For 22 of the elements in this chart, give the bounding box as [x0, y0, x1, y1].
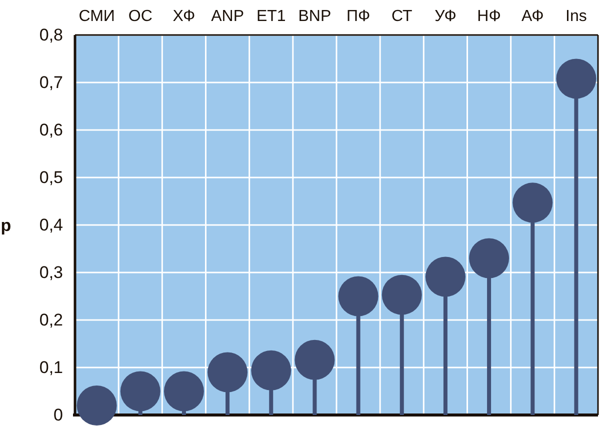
y-tick-label: 0 [54, 405, 63, 424]
y-tick-label: 0,2 [39, 310, 63, 330]
y-tick-label: 0,1 [39, 358, 63, 377]
y-tick-label: 0,7 [39, 72, 63, 92]
x-tick-label: ET1 [256, 8, 286, 25]
x-tick-label: СМИ [78, 8, 115, 25]
x-tick-label: ОС [128, 8, 152, 25]
x-tick-label: ХФ [172, 8, 196, 25]
y-axis-title: p [0, 216, 12, 235]
y-tick-label: 0,6 [39, 120, 63, 140]
x-tick-label: Ins [566, 8, 587, 25]
y-tick-label: 0,3 [39, 262, 63, 282]
x-tick-label: BNP [298, 8, 332, 25]
x-tick-label: УФ [434, 8, 456, 25]
x-tick-label: СТ [391, 8, 412, 25]
y-tick-label: 0,8 [39, 25, 63, 44]
y-tick-label: 0,5 [39, 168, 63, 187]
x-tick-label: ANP [211, 8, 244, 25]
y-tick-label: 0,4 [39, 215, 63, 234]
x-tick-label: НФ [477, 8, 501, 25]
x-tick-label: ПФ [346, 8, 370, 25]
x-tick-label: АФ [521, 8, 544, 25]
